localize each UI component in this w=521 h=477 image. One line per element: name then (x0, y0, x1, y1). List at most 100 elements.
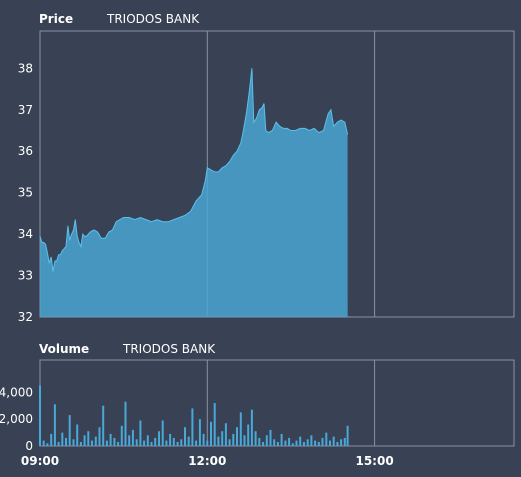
volume-bar (65, 437, 67, 446)
volume-bars (39, 385, 349, 447)
volume-bar (180, 439, 183, 446)
volume-bar (117, 442, 120, 446)
volume-panel-title: Volume (39, 342, 89, 356)
volume-bar (332, 436, 335, 446)
volume-y-tick-label: 4,000 (0, 385, 33, 399)
price-y-tick-label: 34 (18, 227, 33, 241)
volume-bar (221, 431, 224, 446)
volume-bar (154, 437, 157, 446)
volume-bar (79, 442, 82, 446)
volume-bar (317, 442, 320, 446)
volume-bar (228, 439, 231, 446)
volume-bar (105, 440, 108, 446)
volume-bar (250, 409, 253, 446)
volume-bar (202, 433, 205, 446)
volume-bar (176, 442, 179, 446)
volume-bar (195, 440, 198, 446)
volume-bar (329, 440, 331, 446)
price-line (39, 68, 349, 272)
volume-bar (87, 431, 90, 446)
volume-bar (239, 412, 242, 446)
volume-bar (57, 442, 60, 446)
volume-bar (325, 432, 328, 446)
x-tick-label: 09:00 (21, 454, 59, 468)
volume-series-label: TRIODOS BANK (122, 342, 216, 356)
volume-bar (340, 439, 343, 446)
volume-bar (42, 440, 45, 446)
volume-bar (254, 431, 257, 446)
volume-bar (273, 439, 276, 446)
volume-bar (146, 435, 149, 447)
volume-bar (346, 425, 349, 446)
volume-bar (299, 436, 302, 446)
volume-bar (184, 427, 186, 446)
volume-y-tick-label: 2,000 (0, 412, 33, 426)
time-x-axis-ticks: 09:00 12:00 15:00 (21, 454, 394, 468)
volume-bar (46, 443, 49, 446)
volume-bar (247, 424, 250, 446)
volume-bar (336, 442, 339, 446)
price-series-label: TRIODOS BANK (106, 12, 200, 26)
volume-bar (98, 427, 101, 446)
volume-bar (206, 440, 209, 446)
volume-bar (131, 429, 134, 446)
volume-bar (295, 440, 298, 446)
volume-bar (76, 424, 79, 446)
price-y-tick-label: 35 (18, 186, 33, 200)
price-y-tick-label: 38 (18, 61, 33, 75)
volume-bar (191, 408, 194, 446)
price-y-tick-label: 32 (18, 310, 33, 324)
price-y-tick-label: 36 (18, 144, 33, 158)
volume-bar (102, 405, 105, 446)
price-y-tick-label: 37 (18, 103, 33, 117)
volume-bar (303, 442, 305, 446)
price-area (40, 68, 348, 317)
volume-bar (343, 437, 346, 446)
volume-bar (165, 440, 168, 446)
volume-bar (83, 435, 86, 447)
volume-bar (135, 439, 138, 446)
volume-bar (243, 435, 246, 447)
volume-bar (53, 404, 56, 446)
volume-bar (39, 385, 41, 446)
volume-bar (236, 427, 238, 446)
volume-bar (94, 436, 97, 446)
volume-bar (232, 433, 235, 446)
volume-bar (262, 442, 265, 446)
x-tick-label: 15:00 (355, 454, 393, 468)
volume-bar (139, 420, 142, 446)
volume-bar (210, 421, 212, 446)
volume-bar (213, 403, 216, 446)
volume-bar (124, 401, 127, 446)
volume-bar (310, 435, 313, 447)
price-panel-title: Price (39, 12, 73, 26)
volume-bar (161, 420, 164, 446)
volume-bar (291, 443, 294, 446)
volume-bar (113, 437, 116, 446)
price-y-tick-label: 33 (18, 269, 33, 283)
volume-bar (187, 436, 190, 446)
volume-bar (169, 433, 172, 446)
volume-bar (280, 433, 283, 446)
price-y-axis-ticks: 32 33 34 35 36 37 38 (18, 61, 33, 324)
volume-bar (258, 437, 261, 446)
x-tick-label: 12:00 (188, 454, 226, 468)
volume-bar (150, 442, 153, 446)
volume-bar (91, 440, 93, 446)
volume-bar (288, 437, 291, 446)
volume-bar (120, 425, 123, 446)
volume-gridlines (39, 360, 376, 446)
volume-bar (276, 442, 279, 446)
volume-bar (224, 423, 227, 446)
volume-bar (61, 432, 64, 446)
volume-y-axis-ticks: 0 2,000 4,000 (0, 385, 33, 453)
volume-bar (217, 436, 220, 446)
volume-y-tick-label: 0 (25, 439, 33, 453)
volume-bar (284, 440, 287, 446)
volume-bar (265, 435, 268, 447)
volume-bar (321, 437, 324, 446)
volume-bar (128, 435, 131, 447)
volume-bar (172, 437, 175, 446)
volume-bar (143, 440, 146, 446)
